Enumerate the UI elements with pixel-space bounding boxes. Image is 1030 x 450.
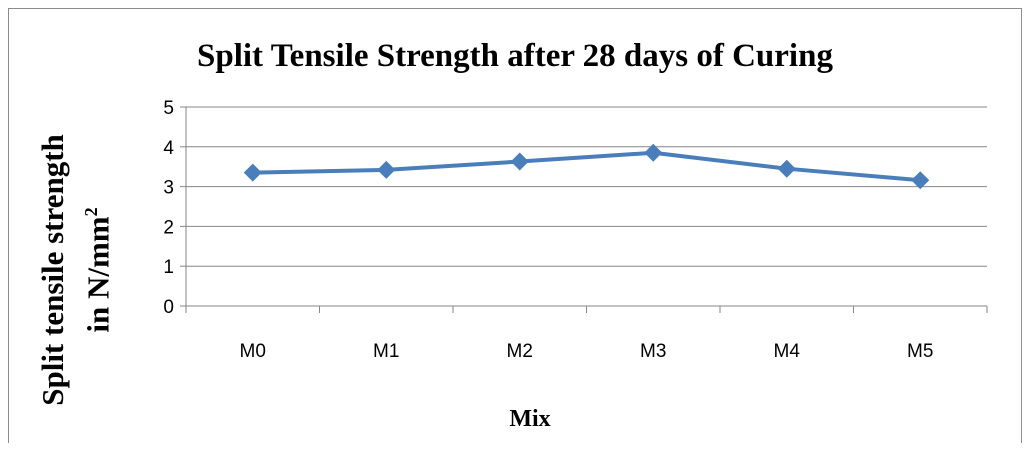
- series-line: [252, 150, 921, 183]
- y-tick-label: 4: [163, 138, 174, 159]
- data-point: [377, 160, 396, 179]
- data-point: [243, 163, 262, 182]
- chart-title: Split Tensile Strength after 28 days of …: [197, 38, 833, 74]
- y-tick-label: 1: [163, 257, 174, 278]
- x-tick-label: M1: [373, 341, 399, 362]
- data-point: [510, 152, 529, 171]
- x-tick-label: M3: [640, 341, 666, 362]
- x-tick-label: M5: [907, 341, 933, 362]
- chart-frame: [8, 8, 1022, 443]
- data-point: [777, 159, 796, 178]
- y-tick-label: 2: [163, 217, 174, 238]
- x-tick-label: M4: [774, 341, 801, 362]
- data-point: [644, 143, 663, 162]
- y-tick-label: 5: [163, 98, 174, 119]
- data-point: [911, 171, 930, 190]
- x-tick-label: M2: [507, 341, 533, 362]
- x-tick-label: M0: [240, 341, 266, 362]
- x-axis-label: Mix: [509, 406, 551, 432]
- y-tick-label: 3: [163, 178, 174, 199]
- y-tick-label: 0: [163, 297, 174, 318]
